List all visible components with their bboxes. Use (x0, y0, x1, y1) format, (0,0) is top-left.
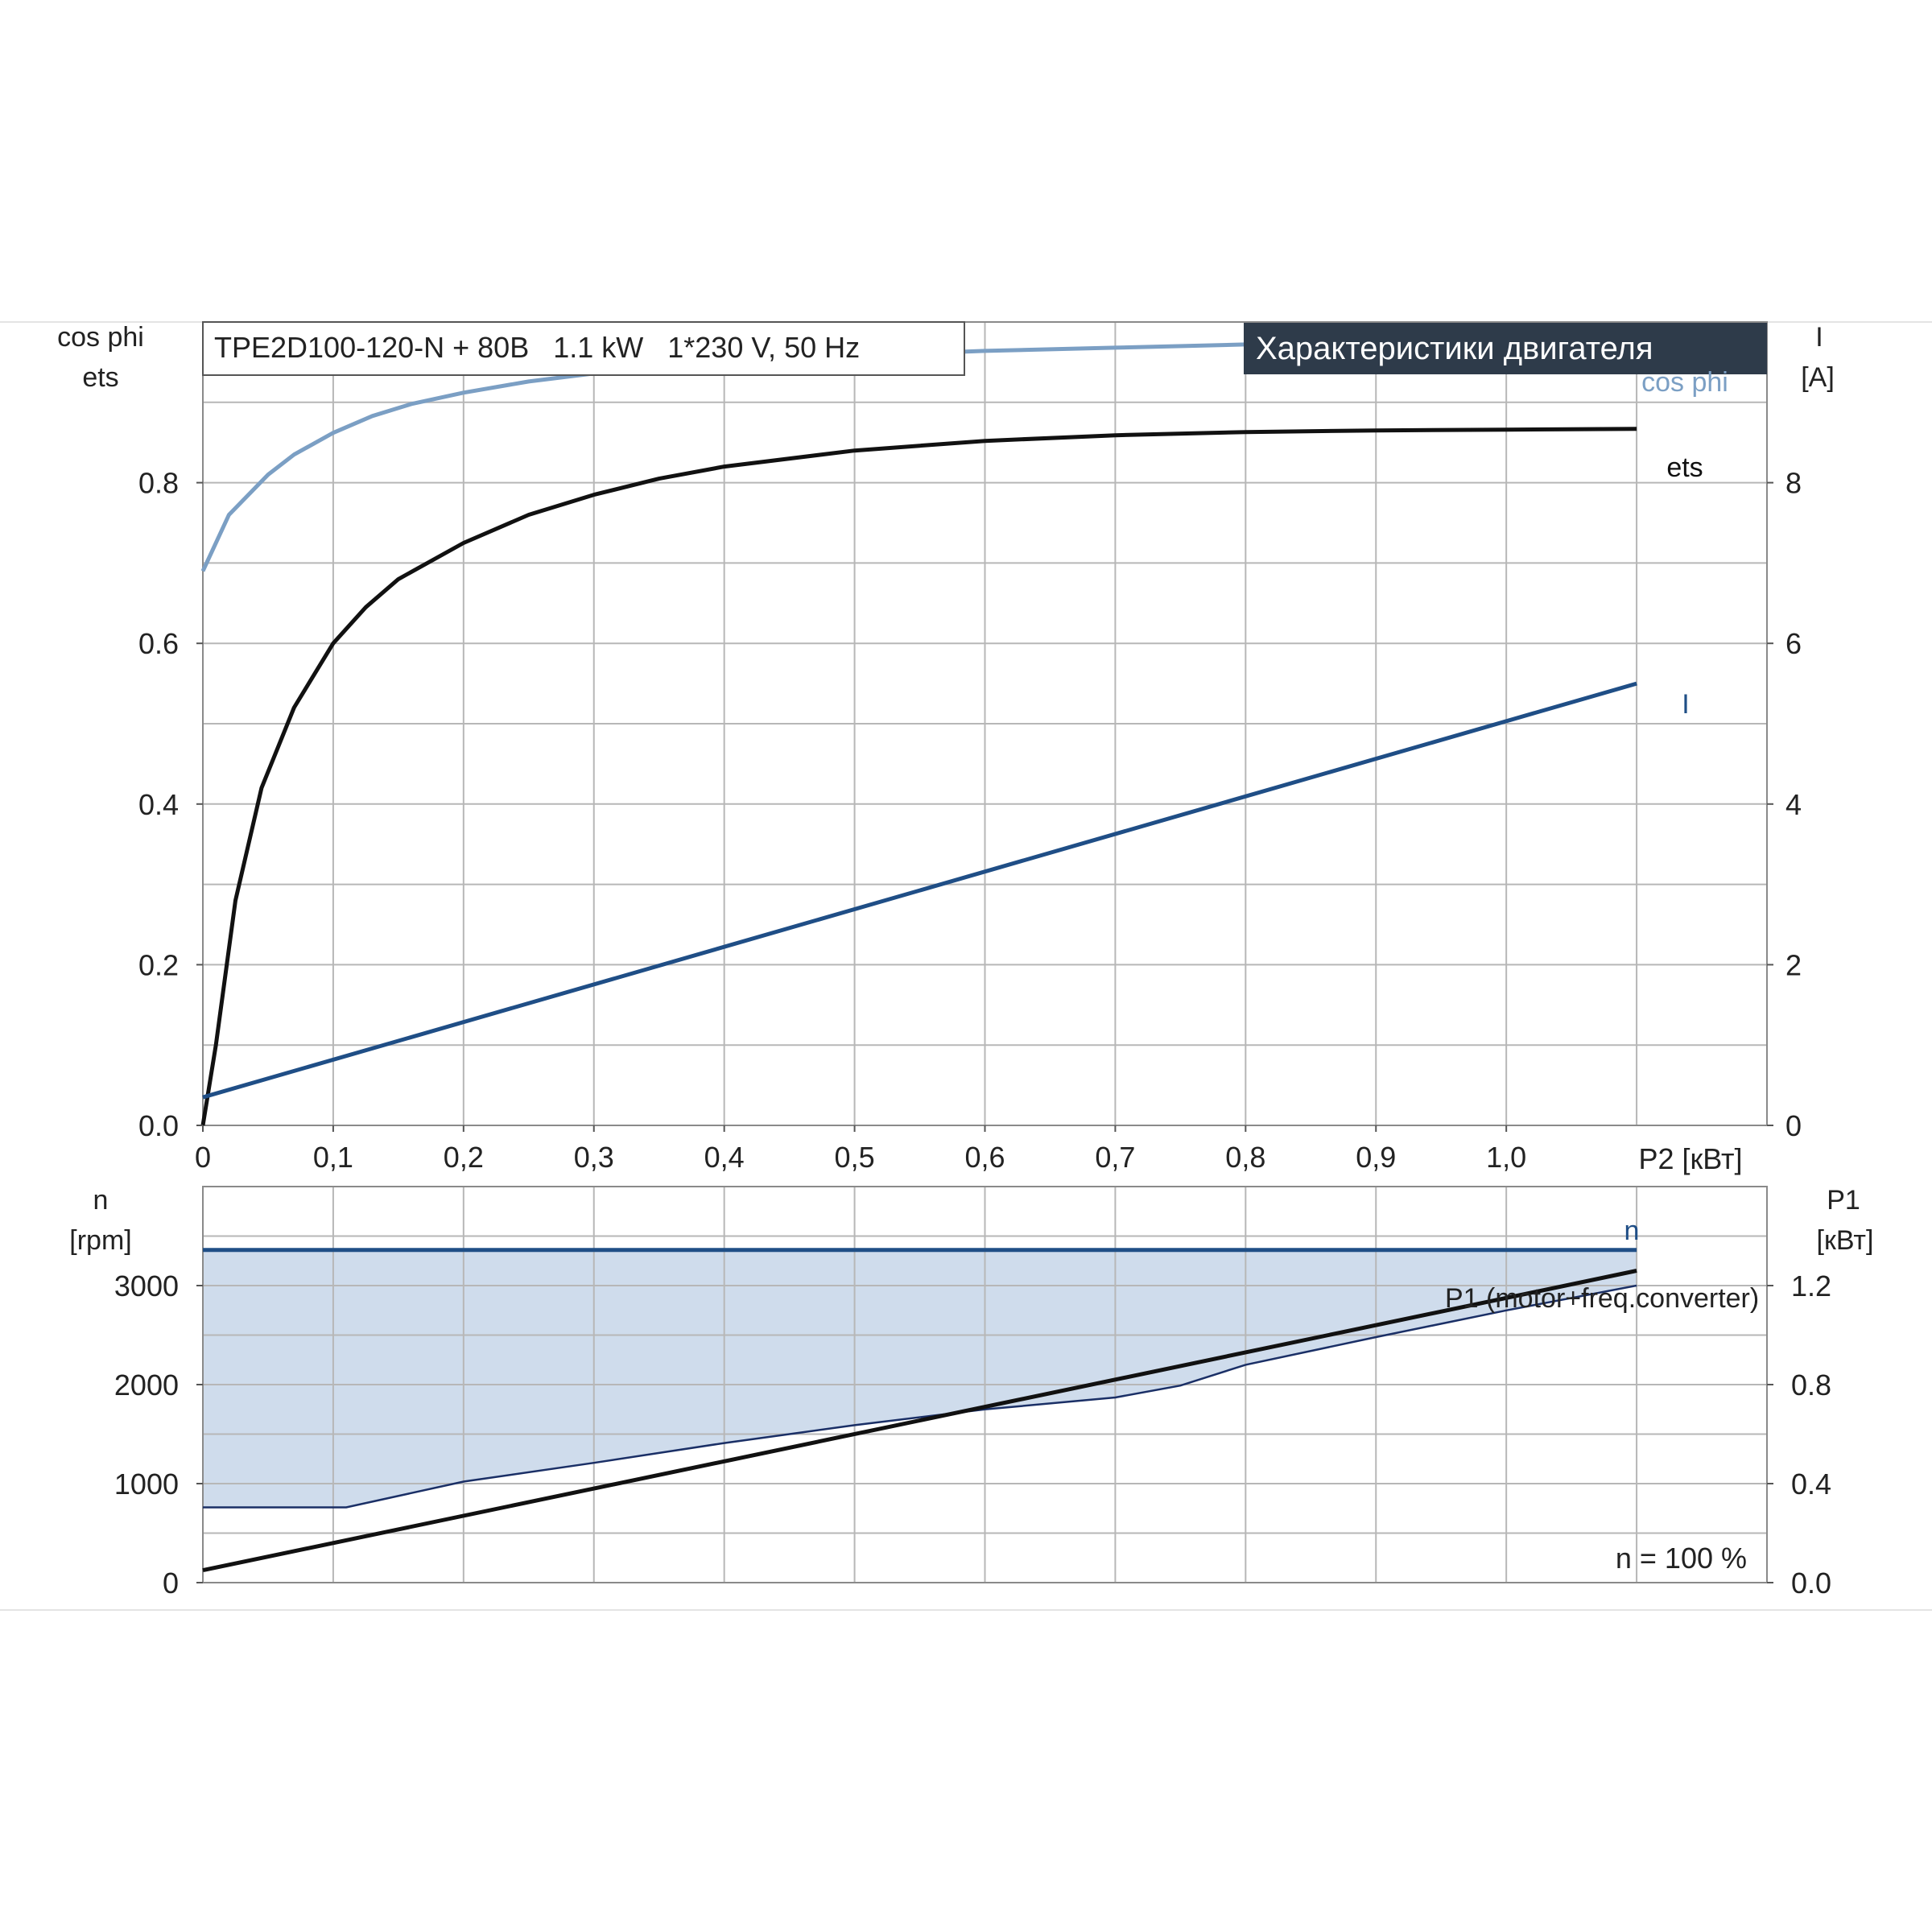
left-tick-label: 0.0 (138, 1109, 179, 1142)
x-tick-label: 0,4 (704, 1141, 745, 1174)
top-panel-grid (203, 322, 1767, 1125)
right-tick-label: 0 (1785, 1109, 1802, 1142)
speed-tick-label: 0 (163, 1567, 179, 1600)
x-axis-title: P2 [кВт] (1638, 1142, 1742, 1175)
x-tick-label: 0,2 (444, 1141, 484, 1174)
p1-axis-title: P1 (1827, 1185, 1860, 1216)
p1-curve (202, 1269, 1637, 1573)
left-axis-title-ets: ets (82, 362, 118, 393)
speed-band-area (203, 1249, 1637, 1508)
section-title: Характеристики двигателя (1256, 331, 1653, 366)
curve-label-current: I (1682, 689, 1689, 720)
p1-axis-ticks: 0.0 0.4 0.8 1.2 (1767, 1269, 1831, 1600)
left-tick-label: 0.6 (138, 627, 179, 660)
x-tick-label: 0,7 (1095, 1141, 1135, 1174)
x-tick-label: 0,9 (1356, 1141, 1396, 1174)
ets-curve (200, 427, 1637, 1126)
speed-tick-label: 3000 (114, 1269, 179, 1302)
current-curve (202, 681, 1637, 1100)
right-tick-label: 2 (1785, 948, 1802, 981)
bottom-panel-grid (203, 1187, 1767, 1583)
x-tick-label: 0 (195, 1141, 211, 1174)
left-tick-label: 0.8 (138, 467, 179, 500)
p1-tick-label: 0.0 (1791, 1567, 1831, 1600)
speed-axis-unit: [rpm] (69, 1225, 131, 1256)
p1-axis-unit: [кВт] (1817, 1225, 1874, 1256)
x-tick-label: 0,1 (313, 1141, 353, 1174)
right-axis-title-unit: [A] (1801, 362, 1835, 393)
model-info-box (202, 321, 965, 376)
curve-label-cosphi: cos phi (1641, 367, 1728, 398)
x-axis-ticks: 0 0,1 0,2 0,3 0,4 0,5 0,6 0,7 0,8 0,9 1,0 (195, 1125, 1526, 1174)
min-speed-curve (203, 1284, 1637, 1509)
right-tick-label: 4 (1785, 788, 1802, 821)
left-axis-title-cosphi: cos phi (57, 322, 144, 353)
x-tick-label: 0,3 (574, 1141, 614, 1174)
speed-axis-title: n (93, 1185, 109, 1216)
x-tick-label: 0,6 (964, 1141, 1005, 1174)
p1-tick-label: 1.2 (1791, 1269, 1831, 1302)
right-y-axis-ticks: 0 2 4 6 8 (1767, 467, 1802, 1142)
speed-tick-label: 2000 (114, 1368, 179, 1402)
speed-tick-label: 1000 (114, 1468, 179, 1501)
model-info: TPE2D100-120-N + 80B 1.1 kW 1*230 V, 50 … (214, 331, 860, 364)
speed-axis-ticks: 0 1000 2000 3000 (114, 1269, 203, 1600)
section-title-box (1244, 323, 1767, 374)
top-panel-curves (200, 336, 1637, 1126)
p1-tick-label: 0.8 (1791, 1368, 1831, 1402)
x-tick-label: 0,8 (1225, 1141, 1265, 1174)
speed-range-band (202, 1249, 1637, 1508)
left-y-axis-ticks: 0.0 0.2 0.4 0.6 0.8 (138, 467, 203, 1142)
x-tick-label: 0,5 (835, 1141, 875, 1174)
curve-label-ets: ets (1666, 452, 1703, 483)
speed-note: n = 100 % (1616, 1542, 1747, 1575)
p1-tick-label: 0.4 (1791, 1468, 1831, 1501)
right-tick-label: 8 (1785, 467, 1802, 500)
x-tick-label: 1,0 (1486, 1141, 1526, 1174)
curve-label-p1: P1 (motor+freq.converter) (1445, 1283, 1759, 1314)
curve-label-speed: n (1624, 1216, 1640, 1246)
right-tick-label: 6 (1785, 627, 1802, 660)
right-axis-title-current: I (1815, 322, 1823, 353)
bottom-panel-curves (202, 1248, 1637, 1573)
left-tick-label: 0.4 (138, 788, 179, 821)
left-tick-label: 0.2 (138, 948, 179, 981)
